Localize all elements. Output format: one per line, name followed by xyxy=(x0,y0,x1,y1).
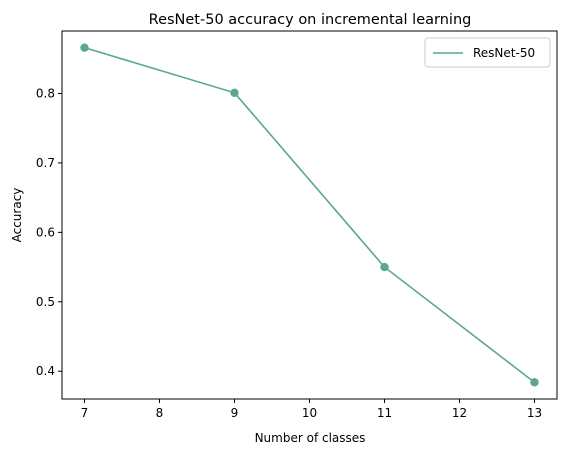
legend: ResNet-50 xyxy=(424,37,551,68)
data-point xyxy=(230,88,239,97)
x-axis: 7 8 9 10 11 12 13 xyxy=(81,399,542,420)
y-tick-label: 0.5 xyxy=(36,295,55,309)
x-tick-label: 9 xyxy=(231,406,239,420)
y-axis-label: Accuracy xyxy=(10,188,24,243)
x-tick-label: 7 xyxy=(81,406,89,420)
y-tick-label: 0.7 xyxy=(36,156,55,170)
data-point xyxy=(380,262,389,272)
y-axis: 0.4 0.5 0.6 0.7 0.8 xyxy=(36,86,62,378)
plot-frame xyxy=(61,30,558,400)
data-point xyxy=(530,378,539,387)
data-point xyxy=(80,43,89,52)
y-tick-label: 0.6 xyxy=(36,225,55,239)
x-tick-label: 12 xyxy=(452,406,467,420)
x-tick-label: 8 xyxy=(156,406,164,420)
series-layer xyxy=(80,43,539,387)
y-tick-label: 0.4 xyxy=(36,364,55,378)
x-tick-label: 13 xyxy=(527,406,542,420)
x-tick-label: 10 xyxy=(302,406,317,420)
legend-box xyxy=(424,37,551,68)
x-axis-label: Number of classes xyxy=(255,431,366,445)
x-tick-label: 11 xyxy=(377,406,392,420)
chart-title: ResNet-50 accuracy on incremental learni… xyxy=(149,12,472,28)
y-tick-label: 0.8 xyxy=(36,86,55,100)
legend-label-resnet-50: ResNet-50 xyxy=(473,46,535,60)
series-line xyxy=(84,46,535,383)
